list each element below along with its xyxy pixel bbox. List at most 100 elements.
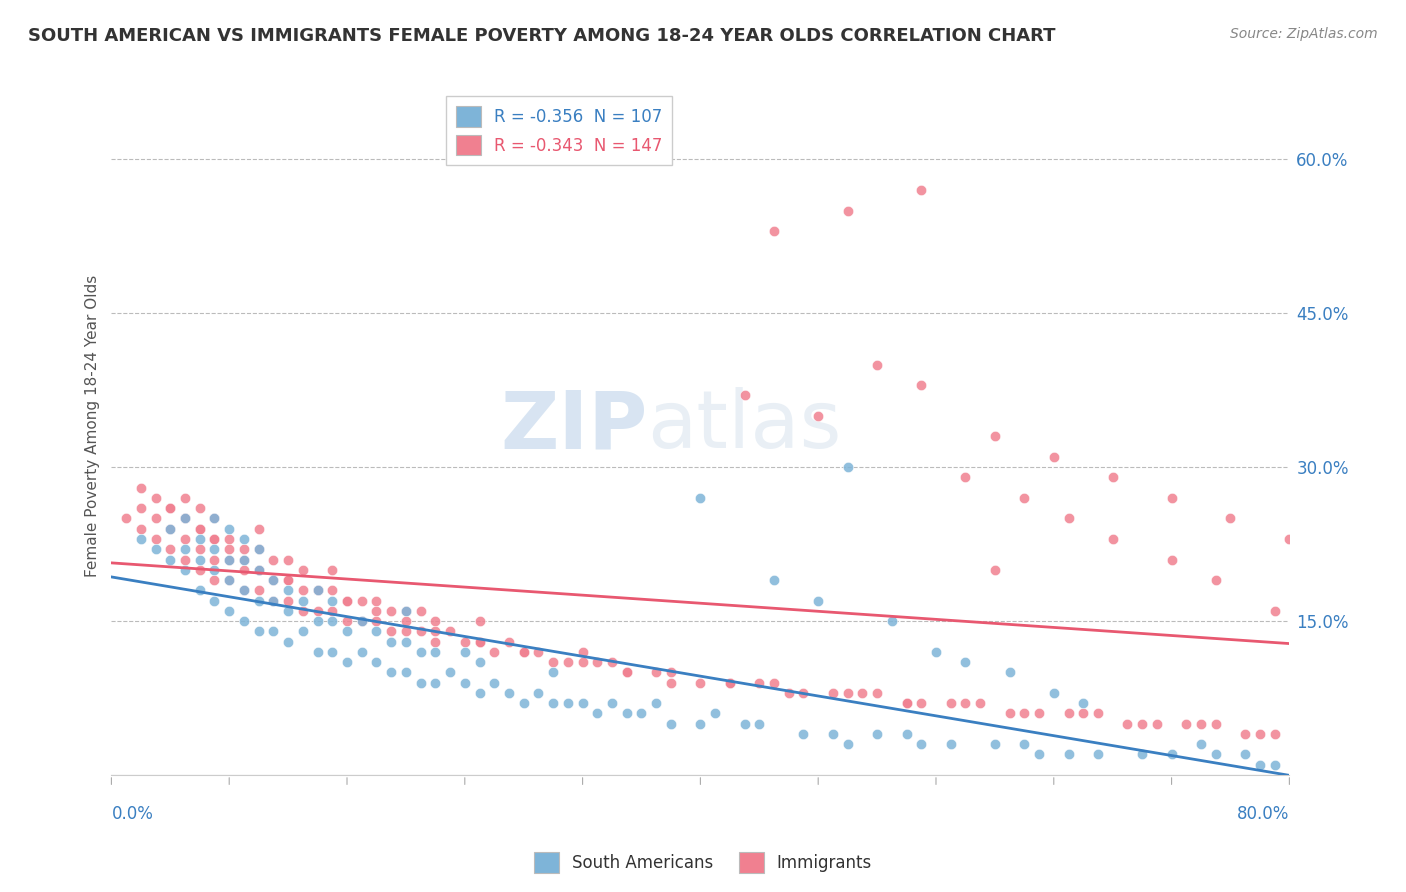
Point: [1014, 491, 1036, 505]
Point: [998, 706, 1021, 721]
Point: [778, 686, 800, 700]
Point: [395, 614, 418, 628]
Point: [350, 614, 373, 628]
Point: [468, 686, 491, 700]
Point: [247, 563, 270, 577]
Point: [571, 696, 593, 710]
Point: [188, 522, 211, 536]
Point: [307, 583, 329, 598]
Point: [880, 614, 903, 628]
Point: [159, 552, 181, 566]
Point: [395, 604, 418, 618]
Point: [1249, 757, 1271, 772]
Point: [307, 645, 329, 659]
Point: [1160, 747, 1182, 762]
Point: [366, 655, 388, 669]
Point: [1057, 747, 1080, 762]
Point: [763, 573, 786, 587]
Point: [115, 511, 138, 525]
Point: [910, 696, 932, 710]
Text: SOUTH AMERICAN VS IMMIGRANTS FEMALE POVERTY AMONG 18-24 YEAR OLDS CORRELATION CH: SOUTH AMERICAN VS IMMIGRANTS FEMALE POVE…: [28, 27, 1056, 45]
Point: [380, 604, 402, 618]
Point: [910, 378, 932, 392]
Point: [380, 624, 402, 639]
Point: [232, 614, 254, 628]
Point: [1071, 696, 1094, 710]
Point: [557, 655, 579, 669]
Point: [174, 511, 197, 525]
Point: [291, 593, 314, 607]
Point: [630, 706, 652, 721]
Text: Source: ZipAtlas.com: Source: ZipAtlas.com: [1230, 27, 1378, 41]
Point: [129, 501, 152, 516]
Point: [984, 429, 1007, 443]
Point: [218, 552, 240, 566]
Point: [174, 563, 197, 577]
Point: [277, 552, 299, 566]
Point: [336, 624, 359, 639]
Point: [204, 542, 226, 557]
Point: [616, 665, 638, 680]
Point: [247, 522, 270, 536]
Point: [277, 573, 299, 587]
Point: [247, 563, 270, 577]
Point: [484, 675, 506, 690]
Point: [1071, 706, 1094, 721]
Point: [174, 511, 197, 525]
Point: [616, 665, 638, 680]
Point: [645, 696, 668, 710]
Point: [204, 511, 226, 525]
Point: [188, 583, 211, 598]
Point: [277, 593, 299, 607]
Point: [232, 583, 254, 598]
Point: [321, 593, 343, 607]
Point: [188, 522, 211, 536]
Point: [586, 706, 609, 721]
Point: [188, 552, 211, 566]
Point: [1189, 716, 1212, 731]
Point: [1101, 470, 1123, 484]
Point: [896, 696, 918, 710]
Point: [748, 716, 770, 731]
Point: [307, 583, 329, 598]
Point: [204, 511, 226, 525]
Point: [350, 614, 373, 628]
Point: [896, 696, 918, 710]
Point: [1057, 706, 1080, 721]
Point: [425, 675, 447, 690]
Point: [689, 491, 711, 505]
Point: [425, 614, 447, 628]
Point: [188, 532, 211, 546]
Point: [689, 716, 711, 731]
Point: [659, 716, 682, 731]
Point: [174, 511, 197, 525]
Point: [571, 645, 593, 659]
Point: [366, 593, 388, 607]
Point: [984, 737, 1007, 751]
Point: [821, 686, 844, 700]
Point: [1057, 511, 1080, 525]
Point: [218, 552, 240, 566]
Point: [512, 645, 534, 659]
Point: [851, 686, 873, 700]
Point: [262, 552, 284, 566]
Point: [718, 675, 741, 690]
Point: [277, 634, 299, 648]
Point: [1234, 747, 1257, 762]
Point: [807, 409, 830, 423]
Point: [188, 563, 211, 577]
Point: [748, 675, 770, 690]
Y-axis label: Female Poverty Among 18-24 Year Olds: Female Poverty Among 18-24 Year Olds: [86, 275, 100, 577]
Point: [1264, 757, 1286, 772]
Point: [1264, 604, 1286, 618]
Point: [232, 532, 254, 546]
Point: [204, 552, 226, 566]
Point: [145, 511, 167, 525]
Point: [792, 727, 814, 741]
Point: [129, 532, 152, 546]
Point: [307, 604, 329, 618]
Point: [792, 686, 814, 700]
Legend: R = -0.356  N = 107, R = -0.343  N = 147: R = -0.356 N = 107, R = -0.343 N = 147: [446, 96, 672, 165]
Point: [704, 706, 727, 721]
Point: [145, 542, 167, 557]
